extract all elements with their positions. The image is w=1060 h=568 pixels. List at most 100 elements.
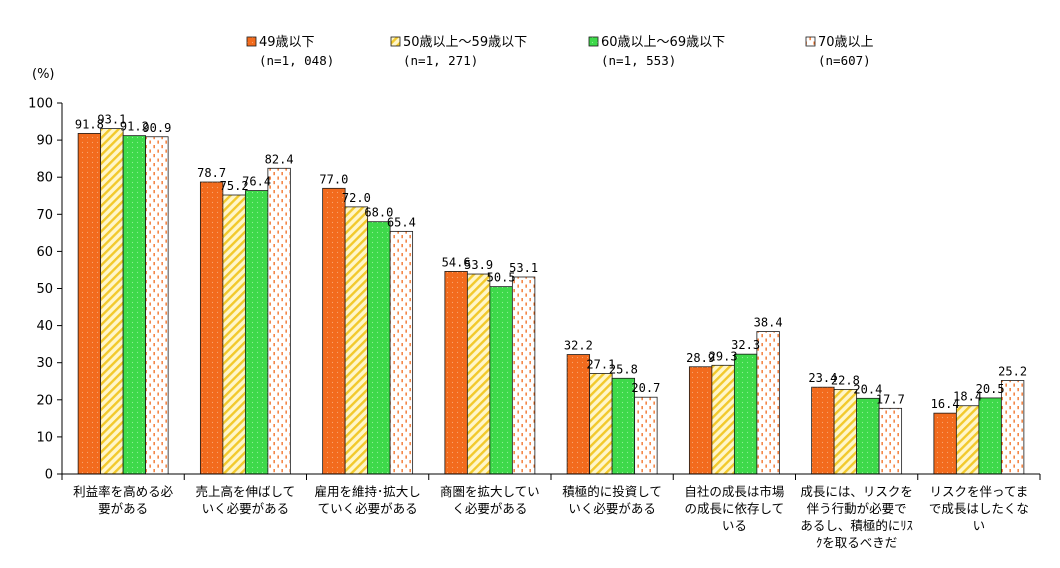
- legend-swatch: [246, 36, 257, 47]
- data-label: 20.5: [976, 382, 1005, 396]
- bar: [145, 136, 169, 475]
- data-label: 53.1: [509, 261, 538, 275]
- data-label: 78.7: [197, 166, 226, 180]
- x-category-label: 商圏を拡大していく必要がある: [440, 484, 540, 516]
- bar: [688, 366, 713, 475]
- y-tick-label: 40: [36, 319, 53, 334]
- bar: [978, 397, 1002, 475]
- bar: [811, 386, 835, 475]
- data-label: 93.1: [97, 113, 126, 127]
- x-category-label: 成長には、リスクを伴う行動が必要であるし、積極的にﾘｽｸを取るべきだ: [800, 484, 913, 550]
- legend-sample-size: (n=1, 271): [403, 53, 478, 68]
- y-tick-label: 10: [36, 430, 53, 445]
- data-label: 20.7: [631, 381, 660, 395]
- x-category-label: 積極的に投資していく必要がある: [562, 484, 662, 516]
- bar: [711, 364, 735, 475]
- bar: [878, 407, 903, 475]
- data-label: 82.4: [265, 152, 294, 166]
- data-label: 75.2: [220, 179, 249, 193]
- x-category-label: 自社の成長は市場の成長に依存している: [684, 484, 784, 533]
- data-label: 77.0: [319, 172, 348, 186]
- y-tick-label: 90: [36, 134, 53, 149]
- x-category-label: 雇用を維持･拡大していく必要がある: [314, 484, 420, 516]
- data-label: 65.4: [387, 215, 416, 229]
- y-tick-label: 80: [36, 171, 53, 186]
- bar: [566, 354, 591, 475]
- legend-label: 60歳以上～69歳以下: [601, 35, 725, 50]
- bar: [589, 373, 613, 475]
- data-label: 32.2: [564, 339, 593, 353]
- bar: [733, 353, 758, 475]
- data-label: 68.0: [364, 206, 393, 220]
- x-category-label: 利益率を高める必要がある: [73, 484, 174, 516]
- legend-swatch: [390, 36, 401, 47]
- data-label: 72.0: [342, 191, 371, 205]
- legend-label: 50歳以上～59歳以下: [403, 35, 527, 50]
- bar: [222, 194, 246, 475]
- bar: [489, 286, 513, 475]
- bar: [955, 405, 980, 475]
- x-axis: 利益率を高める必要がある売上高を伸ばしていく必要がある雇用を維持･拡大していく必…: [61, 473, 1041, 550]
- data-label: 91.2: [120, 120, 149, 134]
- y-tick-label: 70: [36, 208, 53, 223]
- data-label: 23.4: [808, 371, 837, 385]
- bar: [344, 206, 369, 475]
- data-label: 29.3: [709, 349, 738, 363]
- data-label: 16.4: [931, 397, 960, 411]
- y-tick-label: 60: [36, 245, 53, 260]
- data-label: 18.4: [953, 390, 982, 404]
- bar: [466, 273, 491, 475]
- bar: [933, 412, 957, 475]
- bar: [1000, 380, 1025, 475]
- data-label: 50.5: [487, 271, 516, 285]
- legend: 49歳以下 (n=1, 048) 50歳以上～59歳以下 (n=1, 271) 60歳以…: [246, 35, 874, 68]
- bar: [77, 133, 102, 475]
- bar: [367, 221, 391, 475]
- y-tick-label: 100: [28, 97, 53, 112]
- bar: [244, 190, 269, 475]
- data-label: 20.4: [853, 382, 882, 396]
- bar: [122, 135, 147, 475]
- y-tick-label: 30: [36, 356, 53, 371]
- data-label: 27.1: [586, 357, 615, 371]
- y-tick-label: 0: [45, 468, 53, 483]
- legend-sample-size: (n=607): [818, 53, 871, 68]
- value-labels: 91.8 78.7 77.0 54.6 32.2 28.9 23.4 16.4 93.1 75.2…: [75, 113, 1027, 412]
- data-label: 25.8: [609, 362, 638, 376]
- legend-label: 70歳以上: [818, 35, 874, 50]
- legend-label: 49歳以下: [259, 35, 315, 50]
- bar: [756, 331, 780, 475]
- y-axis-unit-label: (%): [32, 67, 55, 82]
- bar: [444, 271, 468, 475]
- data-label: 91.8: [75, 117, 104, 131]
- bar: [389, 230, 414, 475]
- data-label: 53.9: [464, 258, 493, 272]
- data-label: 25.2: [998, 365, 1027, 379]
- data-label: 54.6: [442, 255, 471, 269]
- data-label: 38.4: [754, 316, 783, 330]
- data-label: 17.7: [876, 392, 905, 406]
- bar: [322, 187, 346, 475]
- y-tick-label: 50: [36, 282, 53, 297]
- y-tick-label: 20: [36, 393, 53, 408]
- bars: [77, 128, 1025, 475]
- legend-sample-size: (n=1, 553): [601, 53, 676, 68]
- data-label: 22.8: [831, 373, 860, 387]
- data-label: 32.3: [731, 338, 760, 352]
- bar: [100, 128, 124, 475]
- y-axis: 0 10 20 30 40 50 60 70 80 90 100: [28, 97, 63, 483]
- bar: [267, 167, 291, 475]
- x-category-label: 売上高を伸ばしていく必要がある: [196, 484, 296, 516]
- data-label: 28.9: [686, 351, 715, 365]
- legend-swatch: [805, 36, 816, 47]
- bar: [856, 397, 880, 475]
- data-label: 76.4: [242, 175, 271, 189]
- bar: [833, 389, 858, 475]
- data-label: 90.9: [142, 121, 171, 135]
- bar: [634, 396, 658, 475]
- x-category-label: リスクを伴ってまで成長はしたくない: [929, 484, 1029, 533]
- bar: [511, 276, 536, 475]
- bar: [199, 181, 224, 475]
- legend-swatch: [588, 36, 599, 47]
- legend-sample-size: (n=1, 048): [259, 53, 334, 68]
